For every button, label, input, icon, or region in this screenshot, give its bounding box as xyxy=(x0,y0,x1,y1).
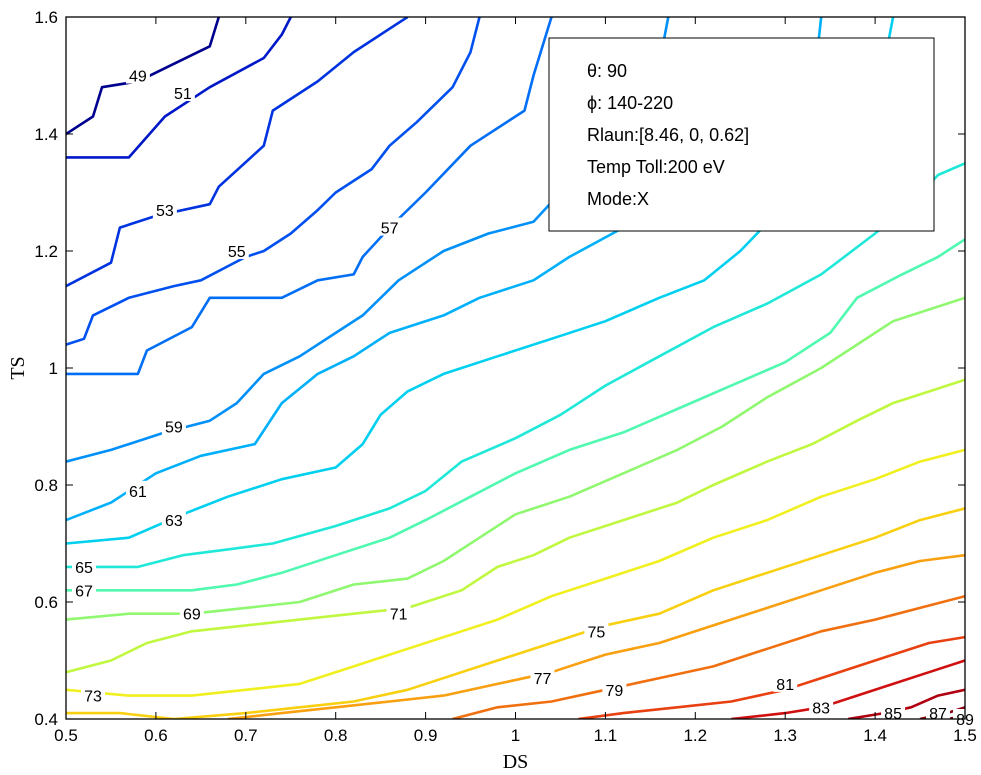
contour-line-79 xyxy=(452,594,965,719)
contour-label-59: 59 xyxy=(165,420,183,437)
contour-label-75: 75 xyxy=(588,624,606,641)
contour-label-51: 51 xyxy=(174,86,192,103)
contour-label-67: 67 xyxy=(75,583,93,600)
y-tick-label: 0.4 xyxy=(34,710,58,729)
contour-label-bg-77 xyxy=(530,668,555,687)
contour-label-53: 53 xyxy=(156,203,174,220)
contour-label-bg-53 xyxy=(152,200,177,219)
contour-label-bg-75 xyxy=(584,621,609,640)
contour-label-55: 55 xyxy=(228,244,246,261)
y-tick-label: 1 xyxy=(49,359,58,378)
x-tick-label: 1.1 xyxy=(594,726,618,745)
contour-label-79: 79 xyxy=(605,683,623,700)
legend-line-temp: Temp Toll:200 eV xyxy=(587,157,725,177)
y-tick-label: 0.8 xyxy=(34,476,58,495)
contour-label-bg-83 xyxy=(809,697,834,716)
contour-label-bg-79 xyxy=(602,679,627,698)
legend-line-rlaun: Rlaun:[8.46, 0, 0.62] xyxy=(587,125,749,145)
y-axis-label: TS xyxy=(7,356,29,379)
x-tick-label: 0.8 xyxy=(324,726,348,745)
contour-label-87: 87 xyxy=(929,706,947,723)
contour-label-bg-57 xyxy=(377,217,402,236)
contour-label-bg-65 xyxy=(71,556,96,575)
x-tick-label: 0.9 xyxy=(414,726,438,745)
legend-box: θ: 90 ϕ: 140-220 Rlaun:[8.46, 0, 0.62] T… xyxy=(548,37,935,232)
contour-line-67 xyxy=(66,238,965,592)
contour-label-63: 63 xyxy=(165,513,183,530)
contour-line-55 xyxy=(66,17,481,346)
y-tick-label: 1.6 xyxy=(34,8,58,27)
legend-line-mode: Mode:X xyxy=(587,189,649,209)
contour-line-77 xyxy=(227,553,965,719)
x-tick-label: 0.5 xyxy=(54,726,78,745)
contour-line-75 xyxy=(66,507,965,719)
contour-label-89: 89 xyxy=(956,712,974,729)
x-axis-ticks: 0.5 0.6 0.7 0.8 0.9 1 1.1 1.2 1.3 1.4 1.5 xyxy=(54,17,977,745)
contour-label-bg-55 xyxy=(224,241,249,259)
y-tick-label: 1.4 xyxy=(34,125,58,144)
contour-label-bg-87 xyxy=(926,703,951,722)
legend-frame xyxy=(548,37,935,232)
x-tick-label: 1.4 xyxy=(863,726,887,745)
x-tick-label: 1.5 xyxy=(953,726,977,745)
y-tick-label: 0.6 xyxy=(34,593,58,612)
contour-label-bg-59 xyxy=(161,416,186,435)
contour-label-71: 71 xyxy=(390,607,408,624)
legend-line-theta: θ: 90 xyxy=(587,61,627,81)
contour-label-bg-85 xyxy=(881,703,906,722)
y-tick-label: 1.2 xyxy=(34,242,58,261)
x-tick-label: 1.3 xyxy=(773,726,797,745)
contour-lines xyxy=(66,17,965,719)
contour-line-85 xyxy=(847,688,965,719)
y-axis-ticks: 0.4 0.6 0.8 1 1.2 1.4 1.6 xyxy=(34,8,965,729)
x-tick-label: 1 xyxy=(511,726,520,745)
contour-label-bg-73 xyxy=(80,685,105,704)
contour-label-73: 73 xyxy=(84,689,102,706)
contour-label-49: 49 xyxy=(129,69,147,86)
contour-line-71 xyxy=(66,378,965,674)
x-tick-label: 0.6 xyxy=(144,726,168,745)
contour-line-81 xyxy=(578,635,965,719)
contour-label-bg-49 xyxy=(125,65,150,84)
contour-label-69: 69 xyxy=(183,607,201,624)
contour-line-65 xyxy=(66,162,965,569)
contour-label-85: 85 xyxy=(884,706,902,723)
contour-line-69 xyxy=(66,296,965,621)
contour-label-bg-71 xyxy=(386,603,411,622)
contour-labels: 49 51 53 55 57 59 61 63 65 67 69 71 73 75 77 79 81 83 85 87… xyxy=(71,65,977,729)
x-axis-label: DS xyxy=(503,751,529,773)
contour-label-81: 81 xyxy=(776,677,794,694)
contour-line-73 xyxy=(66,448,965,697)
x-tick-label: 0.7 xyxy=(234,726,258,745)
contour-label-77: 77 xyxy=(534,671,552,688)
contour-label-57: 57 xyxy=(381,221,399,238)
contour-label-bg-61 xyxy=(125,480,150,499)
legend-line-phi: ϕ: 140-220 xyxy=(587,93,673,113)
contour-label-bg-51 xyxy=(170,83,195,102)
contour-label-83: 83 xyxy=(812,700,830,717)
x-tick-label: 1.2 xyxy=(683,726,707,745)
contour-line-57 xyxy=(66,17,553,376)
contour-label-bg-67 xyxy=(71,580,96,599)
contour-label-61: 61 xyxy=(129,484,147,501)
contour-label-65: 65 xyxy=(75,560,93,577)
contour-line-53 xyxy=(66,17,409,288)
contour-label-bg-63 xyxy=(161,510,186,529)
contour-label-bg-69 xyxy=(179,603,204,622)
contour-label-bg-81 xyxy=(773,673,798,692)
contour-line-51 xyxy=(66,17,292,159)
